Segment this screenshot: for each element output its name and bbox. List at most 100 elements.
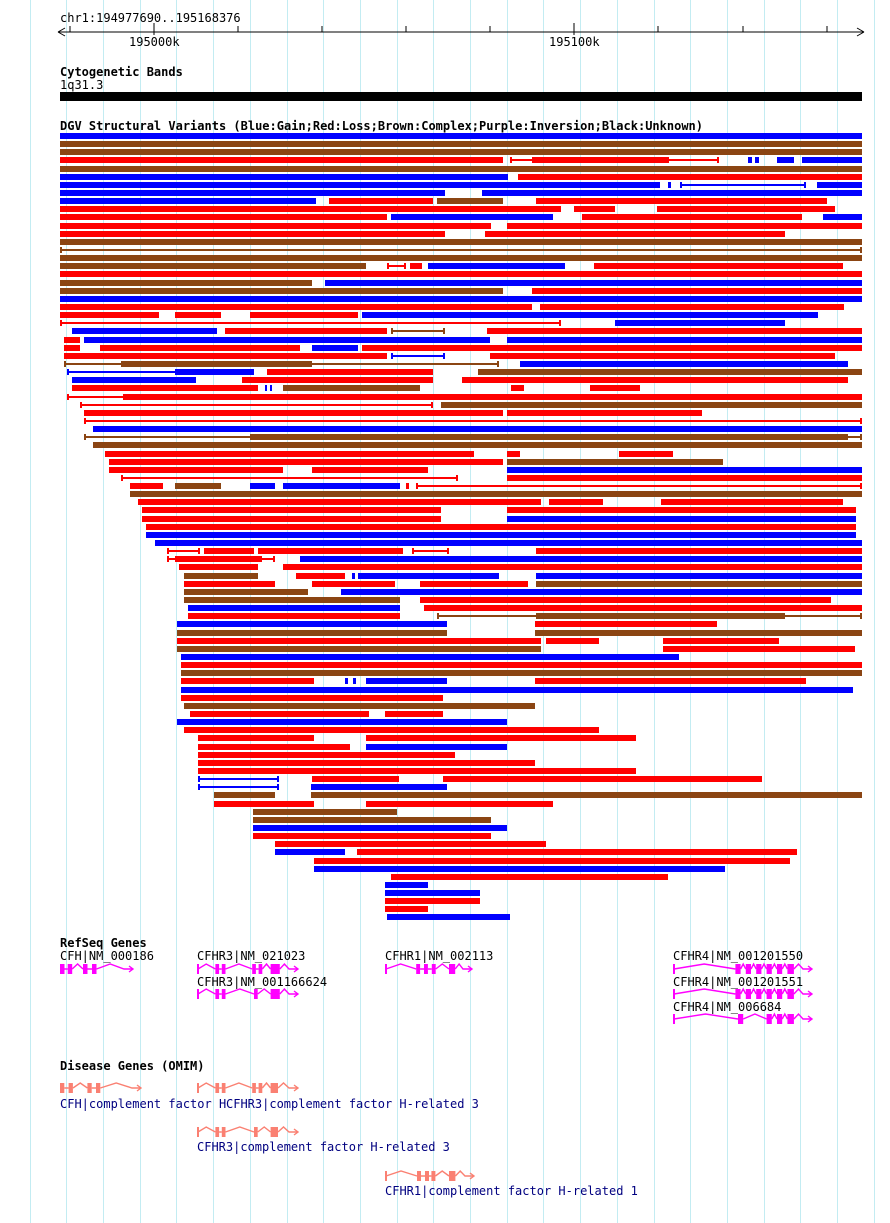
gene-label[interactable]: CFHR3|NM_001166624	[197, 975, 328, 989]
variant-bar[interactable]	[532, 157, 669, 164]
variant-bar[interactable]	[362, 312, 818, 319]
variant-bar[interactable]	[60, 198, 316, 205]
variant-bar[interactable]	[387, 914, 510, 921]
variant-bar[interactable]	[663, 645, 855, 652]
variant-bar[interactable]	[60, 133, 862, 139]
gene-glyph[interactable]	[197, 986, 303, 1002]
variant-bar[interactable]	[93, 426, 862, 432]
variant-span-line[interactable]	[80, 403, 433, 406]
variant-span-line[interactable]	[198, 778, 279, 781]
variant-bar[interactable]	[329, 198, 433, 205]
variant-bar[interactable]	[177, 621, 447, 628]
gene-glyph[interactable]	[673, 961, 817, 977]
variant-bar[interactable]	[594, 263, 843, 270]
variant-bar[interactable]	[60, 287, 503, 294]
variant-bar[interactable]	[663, 637, 779, 644]
variant-bar[interactable]	[283, 564, 862, 571]
variant-bar[interactable]	[520, 360, 848, 367]
variant-bar[interactable]	[177, 637, 541, 644]
variant-span-line[interactable]	[391, 330, 445, 333]
variant-bar[interactable]	[198, 759, 535, 766]
variant-bar[interactable]	[300, 556, 862, 563]
cytoband-bar[interactable]	[60, 92, 862, 101]
variant-bar[interactable]	[142, 507, 441, 514]
variant-bar[interactable]	[366, 678, 447, 685]
variant-bar[interactable]	[385, 898, 480, 905]
variant-bar[interactable]	[72, 328, 217, 335]
variant-bar[interactable]	[181, 662, 862, 669]
variant-bar[interactable]	[253, 824, 507, 831]
variant-bar[interactable]	[275, 849, 345, 856]
variant-bar[interactable]	[64, 344, 80, 351]
variant-bar[interactable]	[60, 190, 445, 196]
variant-bar[interactable]	[184, 727, 599, 734]
variant-bar[interactable]	[188, 613, 400, 620]
variant-bar[interactable]	[385, 710, 443, 717]
variant-bar[interactable]	[485, 230, 785, 237]
gene-label[interactable]: CFHR3|NM_021023	[197, 949, 306, 963]
variant-bar[interactable]	[314, 865, 725, 872]
gene-glyph[interactable]	[60, 961, 138, 977]
variant-bar[interactable]	[109, 458, 503, 465]
variant-bar[interactable]	[184, 572, 258, 579]
variant-bar[interactable]	[507, 458, 723, 465]
variant-bar[interactable]	[536, 572, 862, 579]
variant-span-line[interactable]	[84, 419, 862, 422]
gene-glyph[interactable]	[197, 1124, 303, 1140]
variant-bar[interactable]	[428, 263, 565, 270]
variant-bar[interactable]	[181, 654, 679, 660]
variant-bar[interactable]	[748, 157, 752, 164]
variant-bar[interactable]	[385, 890, 480, 896]
variant-bar[interactable]	[391, 873, 668, 880]
variant-bar[interactable]	[283, 385, 420, 392]
variant-bar[interactable]	[312, 466, 428, 473]
variant-bar[interactable]	[283, 483, 400, 489]
variant-span-line[interactable]	[121, 476, 458, 479]
variant-bar[interactable]	[366, 743, 507, 750]
variant-bar[interactable]	[177, 645, 541, 652]
variant-bar[interactable]	[353, 678, 356, 685]
variant-bar[interactable]	[352, 572, 355, 579]
gene-glyph[interactable]	[385, 1168, 479, 1184]
variant-bar[interactable]	[84, 336, 490, 343]
variant-bar[interactable]	[181, 686, 853, 693]
gene-label[interactable]: CFH|NM_000186	[60, 949, 154, 963]
variant-bar[interactable]	[253, 816, 491, 823]
variant-bar[interactable]	[60, 181, 660, 188]
variant-bar[interactable]	[582, 214, 802, 221]
variant-span-line[interactable]	[416, 485, 862, 487]
variant-bar[interactable]	[84, 409, 503, 416]
variant-span-line[interactable]	[167, 550, 200, 553]
variant-span-line[interactable]	[67, 371, 254, 374]
variant-bar[interactable]	[138, 499, 541, 506]
variant-bar[interactable]	[175, 312, 221, 319]
variant-bar[interactable]	[60, 173, 508, 180]
variant-bar[interactable]	[105, 450, 474, 457]
gene-label[interactable]: CFHR3|complement factor H-related 3	[197, 1140, 450, 1154]
variant-bar[interactable]	[420, 597, 831, 603]
variant-bar[interactable]	[64, 336, 80, 343]
variant-bar[interactable]	[60, 279, 312, 286]
variant-bar[interactable]	[198, 751, 455, 758]
variant-bar[interactable]	[198, 767, 636, 774]
variant-bar[interactable]	[60, 157, 503, 164]
variant-bar[interactable]	[188, 605, 400, 612]
variant-bar[interactable]	[250, 312, 358, 319]
variant-bar[interactable]	[296, 572, 345, 579]
variant-bar[interactable]	[146, 523, 856, 530]
variant-bar[interactable]	[385, 881, 428, 888]
variant-bar[interactable]	[357, 849, 797, 856]
variant-bar[interactable]	[181, 694, 443, 701]
variant-bar[interactable]	[175, 369, 254, 376]
variant-bar[interactable]	[443, 776, 762, 783]
variant-bar[interactable]	[130, 483, 163, 489]
variant-bar[interactable]	[60, 149, 862, 156]
variant-bar[interactable]	[253, 808, 397, 815]
variant-bar[interactable]	[424, 605, 862, 612]
gene-label[interactable]: CFHR4|NM_001201550	[673, 949, 804, 963]
variant-bar[interactable]	[536, 613, 785, 620]
variant-bar[interactable]	[657, 206, 835, 213]
variant-bar[interactable]	[179, 564, 258, 571]
variant-bar[interactable]	[546, 637, 599, 644]
variant-bar[interactable]	[549, 499, 603, 506]
